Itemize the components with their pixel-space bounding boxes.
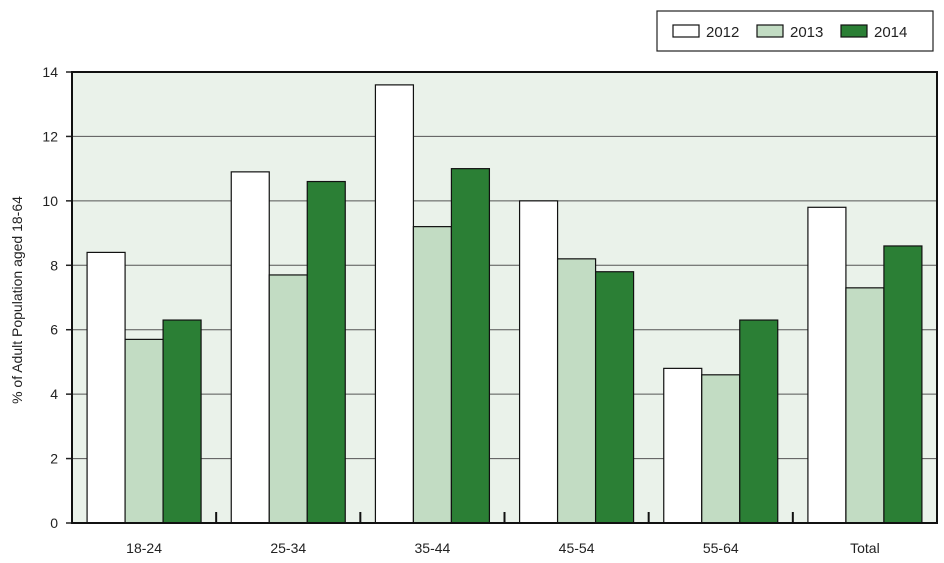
bar-2013-35-44 — [412, 226, 453, 524]
y-tick-label: 2 — [50, 451, 58, 467]
bar-2013-55-64 — [701, 374, 741, 524]
legend-swatch-2012 — [672, 24, 700, 38]
bar-2014-35-44 — [450, 168, 491, 524]
bar-2012-35-44 — [374, 84, 415, 524]
bar-2014-55-64 — [739, 319, 779, 524]
bar-2013-45-54 — [556, 258, 597, 524]
bar-2013-25-34 — [268, 274, 308, 524]
bar-2012-55-64 — [663, 367, 703, 524]
legend: 2012 2013 2014 — [656, 10, 934, 52]
legend-label-2014: 2014 — [874, 24, 907, 41]
bar-2014-25-34 — [306, 180, 346, 524]
legend-swatch-2013 — [756, 24, 784, 38]
bar-2012-45-54 — [518, 200, 559, 524]
bar-2013-Total — [845, 287, 885, 524]
category-label: 55-64 — [703, 540, 739, 556]
legend-box — [656, 10, 934, 52]
bar-2014-45-54 — [594, 271, 635, 524]
category-labels: 18-24 25-34 35-44 45-54 55-64 Total — [126, 540, 880, 556]
bar-2014-18-24 — [162, 319, 202, 524]
plot-area — [72, 72, 937, 523]
y-tick-label: 14 — [42, 64, 58, 80]
bar-2012-Total — [807, 206, 847, 524]
y-tick-label: 6 — [50, 322, 58, 338]
bars — [86, 84, 923, 524]
category-label: 25-34 — [270, 540, 306, 556]
y-tick-labels: 0 2 4 6 8 10 12 14 — [42, 64, 58, 531]
legend-label-2012: 2012 — [706, 24, 739, 41]
category-label: Total — [850, 540, 880, 556]
legend-label-2013: 2013 — [790, 24, 823, 41]
bar-2014-Total — [883, 245, 923, 524]
bar-2012-18-24 — [86, 251, 126, 524]
y-tick-label: 12 — [42, 128, 58, 144]
y-axis-title: % of Adult Population aged 18-64 — [9, 196, 25, 404]
category-label: 45-54 — [559, 540, 595, 556]
category-label: 35-44 — [415, 540, 451, 556]
category-label: 18-24 — [126, 540, 162, 556]
y-tick-label: 0 — [50, 515, 58, 531]
bar-2013-18-24 — [124, 338, 164, 524]
y-tick-label: 10 — [42, 193, 58, 209]
gridlines — [66, 71, 937, 524]
legend-swatch-2014 — [840, 24, 868, 38]
y-tick-label: 8 — [50, 257, 58, 273]
axes — [71, 71, 938, 524]
y-tick-label: 4 — [50, 386, 58, 402]
bar-2012-25-34 — [230, 171, 270, 524]
